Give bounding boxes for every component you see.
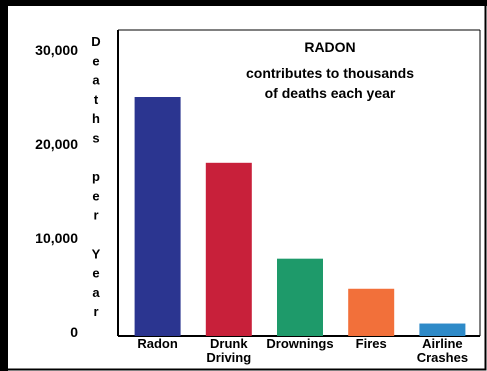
- y-label-letter: a: [92, 73, 100, 88]
- y-label-letter: a: [92, 285, 100, 300]
- category-label: Fires: [356, 336, 387, 351]
- y-label-letter: t: [94, 92, 99, 107]
- y-label-letter: s: [92, 131, 99, 146]
- y-tick-label: 20,000: [35, 136, 78, 152]
- y-label-letter: r: [93, 304, 98, 319]
- category-label: Driving: [206, 350, 251, 365]
- bar-drunk-driving: [205, 162, 252, 336]
- bar-airline-crashes: [419, 323, 466, 336]
- y-tick-label: 30,000: [35, 42, 78, 58]
- category-label: Radon: [137, 336, 178, 351]
- y-label-letter: h: [92, 111, 100, 126]
- bar-fires: [348, 288, 395, 336]
- y-label-letter: e: [92, 53, 99, 68]
- y-label-letter: Y: [92, 246, 101, 261]
- bar-drownings: [277, 258, 323, 336]
- y-tick-label: 0: [70, 324, 78, 340]
- y-tick-labels: 30,000 20,000 10,000 0: [35, 42, 78, 340]
- category-label: Crashes: [417, 350, 468, 365]
- y-label-letter: D: [91, 34, 100, 49]
- y-tick-label: 10,000: [35, 230, 78, 246]
- bar-radon: [134, 97, 181, 336]
- top-shadow: [0, 0, 487, 6]
- category-label: Drunk: [210, 336, 248, 351]
- chart-title: RADON: [304, 39, 355, 55]
- y-label-letter: e: [92, 188, 99, 203]
- y-label-letter: r: [93, 208, 98, 223]
- y-label-letter: e: [92, 266, 99, 281]
- chart-subtitle-line-1: contributes to thousands: [246, 65, 414, 81]
- category-label: Drownings: [266, 336, 333, 351]
- left-shadow: [0, 0, 8, 371]
- category-label: Airline: [422, 336, 462, 351]
- bars: [134, 97, 466, 336]
- y-label-letter: p: [92, 169, 100, 184]
- chart-subtitle-line-2: of deaths each year: [265, 85, 396, 101]
